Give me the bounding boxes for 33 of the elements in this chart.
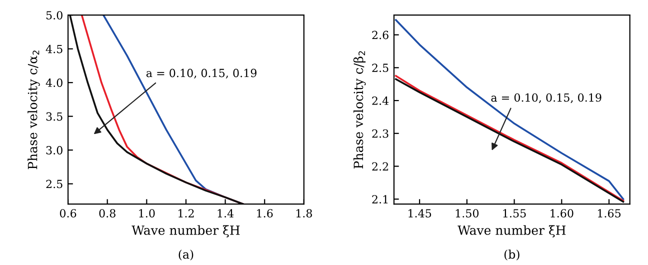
x-tick-label: 1.0 xyxy=(139,209,155,218)
x-tick-label: 1.50 xyxy=(456,209,479,218)
y-tick-label: 2.4 xyxy=(372,96,389,105)
x-axis-title: Wave number ξH xyxy=(458,225,566,238)
y-tick-label: 2.2 xyxy=(372,162,388,171)
x-tick-label: 1.65 xyxy=(598,209,621,218)
x-tick-label: 1.6 xyxy=(257,209,273,218)
y-tick-label: 2.5 xyxy=(372,64,388,72)
text: (b) xyxy=(504,250,520,260)
x-tick-label: 1.45 xyxy=(408,209,432,218)
x-tick-label: 1.8 xyxy=(296,209,312,218)
y-tick-label: 4.5 xyxy=(46,44,62,54)
x-tick-label: 0.8 xyxy=(99,209,116,218)
y-tick-label: 2.6 xyxy=(372,30,388,40)
x-tick-label: 1.2 xyxy=(178,209,194,218)
x-tick-label: 1.55 xyxy=(503,209,526,218)
x-tick-label: 0.6 xyxy=(60,209,76,218)
text: (a) xyxy=(178,250,194,260)
line-series xyxy=(394,19,624,200)
y-axis-title: Phase velocity c/α$_{2}$ xyxy=(28,50,40,170)
x-axis-title: Wave number ξH xyxy=(132,225,240,238)
y-tick-label: 3.0 xyxy=(46,146,62,154)
x-tick-label: 1.4 xyxy=(218,209,234,218)
y-tick-label: 2.5 xyxy=(46,180,62,188)
y-tick-label: 2.3 xyxy=(372,129,388,138)
annotation: a = 0.10, 0.15, 0.19 xyxy=(146,68,256,79)
x-tick-label: 1.60 xyxy=(550,209,574,218)
y-tick-label: 2.1 xyxy=(372,195,388,204)
y-tick-label: 5.0 xyxy=(46,11,62,20)
y-tick-label: 4.0 xyxy=(46,78,62,87)
y-tick-label: 3.5 xyxy=(46,112,62,121)
annotation: a = 0.10, 0.15, 0.19 xyxy=(491,93,602,104)
y-axis-title: Phase velocity c/β$_{2}$ xyxy=(353,51,366,169)
